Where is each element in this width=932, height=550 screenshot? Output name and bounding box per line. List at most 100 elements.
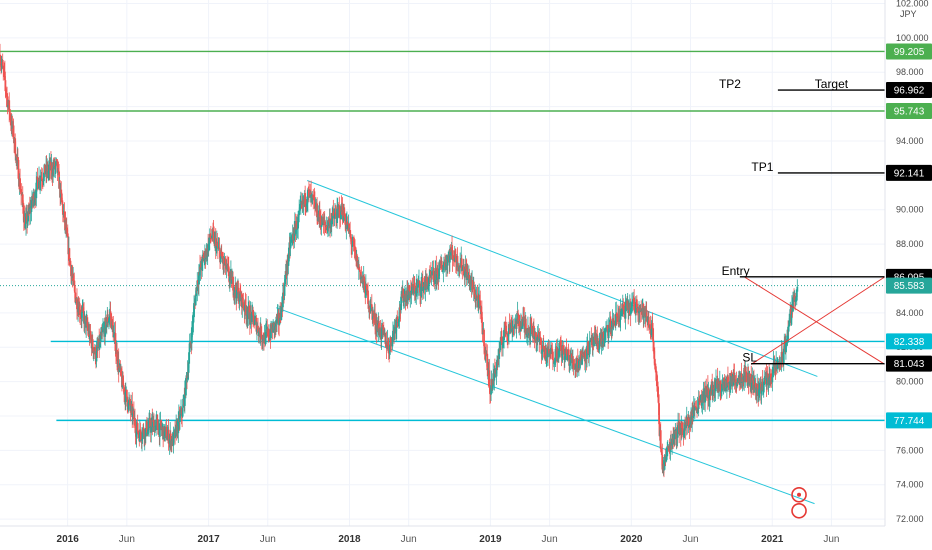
- candle-body: [345, 224, 348, 229]
- candle-body: [155, 421, 157, 427]
- candle-body: [19, 179, 21, 190]
- candle-body: [441, 270, 444, 272]
- candle-body: [358, 269, 361, 272]
- candle-body: [756, 384, 759, 396]
- candle-body: [756, 384, 759, 389]
- candle-body: [7, 105, 10, 108]
- candle-body: [692, 405, 695, 416]
- candle-body: [725, 380, 728, 388]
- candle-body: [661, 454, 664, 470]
- candle-body: [708, 395, 711, 400]
- candle-body: [710, 384, 713, 392]
- candle-body: [277, 312, 280, 323]
- candle-body: [368, 307, 371, 310]
- candle-body: [242, 302, 245, 308]
- candle-body: [632, 298, 635, 300]
- candle-body: [481, 322, 484, 335]
- candle-body: [244, 300, 246, 312]
- candle-body: [718, 383, 721, 390]
- candle-body: [654, 363, 657, 370]
- candle-body: [399, 307, 401, 310]
- candle-body: [61, 204, 64, 215]
- candle-body: [588, 354, 591, 356]
- candle-body: [427, 285, 430, 290]
- candle-body: [298, 210, 301, 216]
- time-tick-label: 2021: [761, 534, 784, 545]
- candle-body: [660, 448, 663, 453]
- candle-body: [450, 252, 452, 256]
- candle-body: [38, 177, 40, 188]
- time-axis[interactable]: 2016 Jun 2017 Jun 2018 Jun 2019 Jun 2020 Jun 2021 J…: [0, 525, 885, 545]
- candle-body: [598, 349, 600, 351]
- candle-body: [665, 457, 668, 462]
- candle-body: [622, 304, 625, 310]
- candle-body: [37, 187, 40, 189]
- candle-body: [54, 161, 57, 166]
- candle-body: [783, 343, 786, 345]
- price-badge-bg: [886, 82, 932, 99]
- candle-body: [493, 370, 496, 381]
- candle-body: [471, 280, 474, 288]
- candle-body: [296, 220, 298, 229]
- candle-body: [226, 263, 229, 266]
- price-tick-label: 88.000: [896, 239, 924, 249]
- candle-body: [577, 360, 580, 368]
- candle-body: [659, 430, 662, 449]
- candle-body: [573, 365, 576, 370]
- candle-body: [320, 225, 323, 228]
- candle-body: [613, 322, 616, 325]
- trend-channel[interactable]: [276, 180, 818, 505]
- candle-body: [284, 271, 287, 280]
- candle-body: [331, 212, 334, 222]
- candle-body: [468, 275, 471, 285]
- candle-body: [128, 401, 130, 403]
- candle-body: [758, 389, 761, 391]
- candle-body: [296, 228, 299, 230]
- candle-body: [652, 328, 655, 342]
- candle-body: [469, 278, 472, 284]
- candle-body: [70, 264, 72, 277]
- candle-body: [391, 336, 394, 347]
- candle-body: [91, 339, 94, 348]
- candle-body: [102, 328, 105, 330]
- candle-body: [515, 318, 518, 329]
- candle-body: [753, 380, 755, 389]
- candle-body: [300, 202, 303, 204]
- candle-body: [193, 305, 195, 313]
- candle-body: [389, 337, 392, 343]
- candle-body: [666, 448, 669, 452]
- candle-body: [684, 422, 687, 425]
- candle-body: [318, 210, 321, 218]
- candle-body: [543, 348, 546, 350]
- price-badge-text: 95.743: [894, 106, 925, 117]
- candle-body: [356, 255, 359, 268]
- candle-body: [25, 217, 27, 224]
- candle-body: [720, 391, 723, 393]
- candle-body: [433, 278, 436, 281]
- candle-body: [619, 319, 621, 323]
- candle-body: [431, 271, 434, 276]
- price-tick-label: 80.000: [896, 377, 924, 387]
- candle-body: [329, 218, 331, 229]
- candle-body: [651, 322, 654, 329]
- candle-body: [285, 271, 288, 274]
- price-badge-text: 92.141: [894, 168, 925, 179]
- candle-body: [200, 262, 202, 268]
- candle-body: [229, 271, 232, 278]
- candle-body: [498, 348, 501, 360]
- risk-reward-lines[interactable]: [743, 276, 886, 365]
- candle-body: [603, 338, 606, 342]
- candle-body: [781, 352, 784, 361]
- candle-body: [211, 229, 214, 239]
- price-axis[interactable]: 102.000100.00098.00096.00094.00092.00090…: [884, 0, 932, 526]
- candle-body: [411, 284, 414, 288]
- candle-body: [542, 346, 545, 349]
- price-tick-label: 84.000: [896, 308, 924, 318]
- candle-body: [60, 193, 63, 201]
- candle-body: [702, 391, 705, 399]
- candle-body: [545, 355, 548, 361]
- candle-body: [80, 312, 83, 318]
- candle-body: [529, 322, 532, 337]
